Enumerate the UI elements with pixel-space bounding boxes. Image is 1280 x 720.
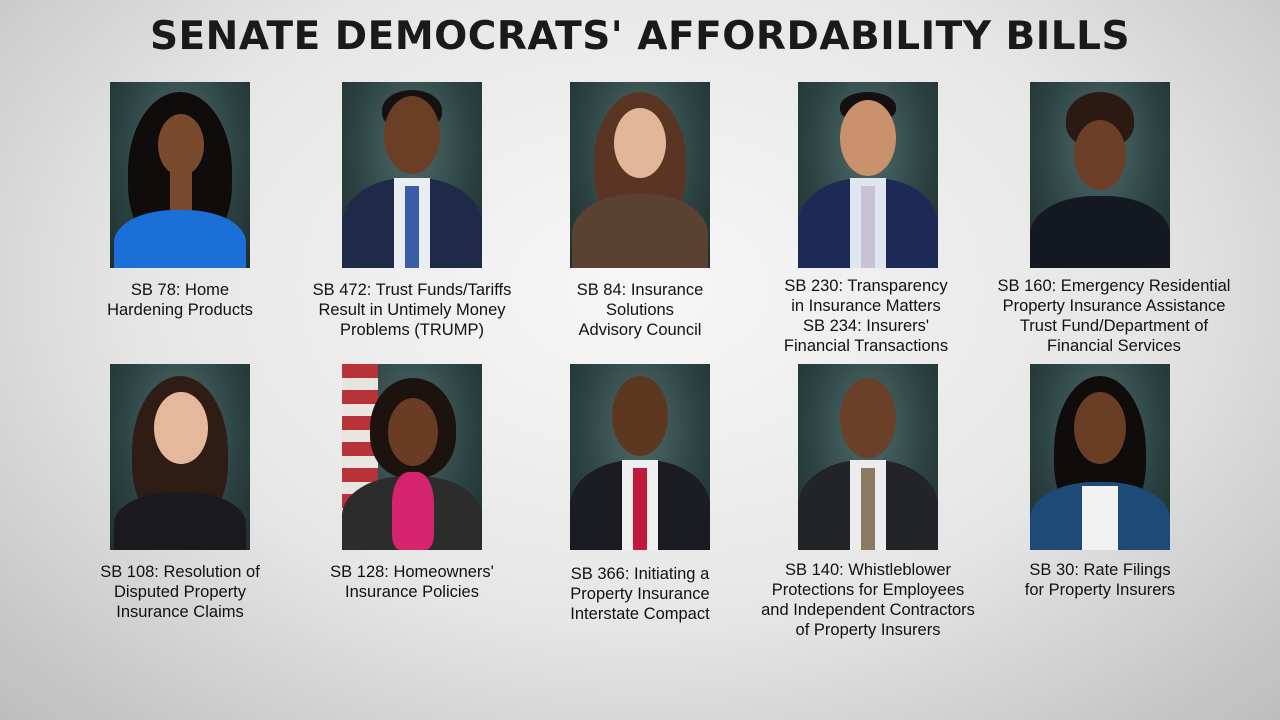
portrait-tie [405,186,419,268]
portrait-face [388,398,438,466]
bill-caption: SB 128: Homeowners' Insurance Policies [330,563,494,601]
portrait-face [158,114,204,176]
bill-caption: SB 108: Resolution of Disputed Property … [100,563,260,621]
portrait-face [154,392,208,464]
portrait-tie [861,186,875,268]
portrait-photo [570,82,710,268]
portrait-face [1074,120,1126,190]
portrait-neck [170,170,192,210]
bill-caption: SB 366: Initiating a Property Insurance … [570,565,710,623]
portrait-photo [110,364,250,550]
portrait-blouse [1082,486,1118,550]
bill-caption: SB 78: Home Hardening Products [107,281,253,319]
portrait-photo [342,82,482,268]
portrait-face [840,100,896,176]
portrait-photo [1030,364,1170,550]
portrait-photo [798,364,938,550]
portrait-photo [798,82,938,268]
portrait-face [612,376,668,456]
portrait-face [384,96,440,174]
portrait-clothing [114,492,246,550]
page-title: SENATE DEMOCRATS' AFFORDABILITY BILLS [149,14,1131,59]
bill-caption: SB 140: Whistleblower Protections for Em… [761,561,975,639]
portrait-photo [342,364,482,550]
portrait-photo [110,82,250,268]
bill-caption: SB 160: Emergency Residential Property I… [997,277,1231,355]
bill-caption: SB 230: Transparency in Insurance Matter… [783,277,949,355]
portrait-bow [392,472,434,550]
bill-caption: SB 84: Insurance Solutions Advisory Coun… [576,281,704,339]
portrait-face [614,108,666,178]
portrait-photo [1030,82,1170,268]
portrait-clothing [1030,196,1170,268]
portrait-face [1074,392,1126,464]
portrait-tie [861,468,875,550]
portrait-tie [633,468,647,550]
bill-caption: SB 472: Trust Funds/Tariffs Result in Un… [312,281,512,339]
portrait-face [840,378,896,458]
bill-caption: SB 30: Rate Filings for Property Insurer… [1024,561,1176,599]
portrait-photo [570,364,710,550]
portrait-clothing [114,210,246,268]
portrait-clothing [572,194,708,268]
